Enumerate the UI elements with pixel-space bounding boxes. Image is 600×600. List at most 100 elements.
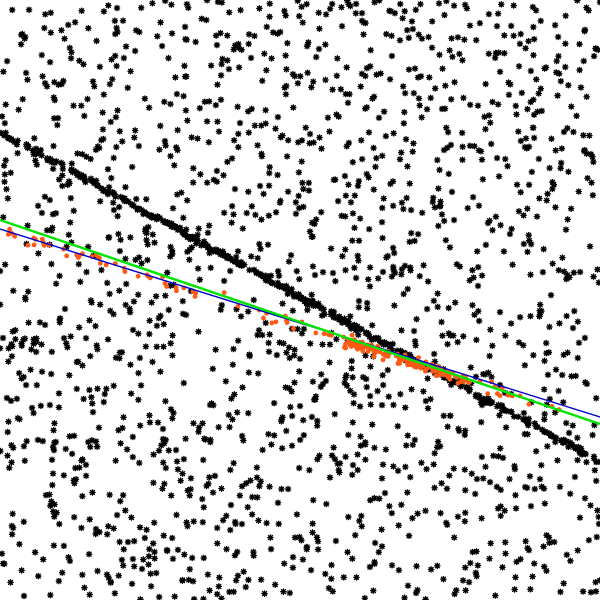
noise-point: [380, 108, 388, 115]
noise-point: [112, 457, 119, 464]
noise-point: [30, 336, 37, 343]
noise-point: [414, 510, 421, 517]
noise-point: [71, 19, 79, 26]
noise-point: [402, 463, 409, 471]
noise-point: [274, 499, 282, 507]
noise-point: [435, 185, 442, 192]
noise-point: [236, 119, 244, 127]
noise-point: [203, 0, 211, 4]
noise-point: [49, 470, 57, 477]
noise-point: [39, 73, 46, 80]
noise-point: [198, 495, 206, 503]
inlier-point: [531, 419, 539, 427]
noise-point: [228, 219, 235, 227]
noise-point: [587, 589, 595, 596]
noise-point: [366, 283, 374, 290]
noise-point: [510, 32, 517, 40]
noise-point: [46, 196, 54, 204]
noise-point: [474, 562, 482, 569]
noise-point: [378, 543, 386, 550]
noise-point: [7, 397, 15, 405]
noise-point: [66, 433, 73, 440]
noise-point: [405, 532, 413, 540]
noise-point: [165, 54, 172, 62]
noise-point: [409, 441, 417, 449]
noise-point: [476, 19, 484, 27]
inlier-point: [590, 455, 598, 462]
noise-point: [306, 140, 313, 147]
noise-point: [28, 404, 36, 412]
noise-point: [302, 124, 310, 132]
noise-point: [420, 262, 427, 269]
orange-cluster-point: [349, 332, 355, 338]
inlier-point: [421, 363, 429, 371]
noise-point: [219, 55, 226, 63]
inlier-point: [380, 341, 387, 348]
noise-point: [444, 340, 451, 348]
noise-point: [68, 450, 76, 458]
noise-point: [347, 199, 355, 206]
noise-point: [170, 281, 177, 288]
noise-point: [275, 520, 283, 528]
noise-point: [486, 555, 493, 562]
noise-point: [456, 50, 463, 58]
noise-point: [290, 104, 297, 111]
noise-point: [135, 330, 142, 337]
noise-point: [85, 550, 93, 558]
noise-point: [5, 464, 13, 472]
noise-point: [496, 412, 503, 419]
noise-point: [113, 4, 121, 12]
noise-point: [377, 70, 384, 77]
noise-point: [279, 413, 286, 421]
noise-point: [330, 444, 337, 451]
noise-point: [429, 194, 437, 202]
noise-point: [588, 179, 595, 187]
noise-point: [299, 556, 307, 563]
noise-point: [378, 218, 386, 226]
noise-point: [411, 65, 419, 72]
orange-point: [235, 303, 241, 309]
orange-cluster-point: [343, 345, 349, 351]
noise-point: [478, 401, 486, 409]
noise-point: [228, 395, 235, 402]
noise-point: [147, 570, 154, 577]
noise-point: [238, 520, 246, 528]
noise-point: [336, 469, 343, 476]
noise-point: [571, 307, 578, 315]
noise-point: [105, 2, 112, 9]
noise-point: [305, 39, 312, 46]
noise-point: [428, 44, 436, 51]
noise-point: [324, 114, 332, 122]
noise-point: [342, 374, 349, 381]
noise-point: [350, 391, 358, 398]
noise-point: [261, 590, 268, 597]
noise-point: [541, 65, 548, 72]
noise-point: [265, 182, 273, 189]
inlier-point: [540, 428, 548, 436]
noise-point: [200, 435, 208, 443]
noise-point: [104, 165, 112, 173]
noise-point: [153, 343, 161, 351]
orange-point: [135, 273, 141, 279]
noise-point: [386, 76, 394, 83]
noise-point: [255, 517, 262, 524]
noise-point: [366, 264, 374, 271]
noise-point: [118, 556, 126, 564]
noise-point: [564, 349, 571, 356]
noise-point: [203, 118, 211, 125]
noise-point: [101, 390, 109, 398]
noise-point: [462, 587, 469, 594]
inlier-point: [507, 408, 515, 416]
noise-point: [92, 530, 99, 538]
noise-point: [590, 52, 598, 60]
noise-point: [406, 180, 414, 187]
inlier-point: [388, 346, 396, 354]
noise-point: [512, 574, 519, 581]
noise-point: [88, 393, 95, 401]
noise-point: [244, 409, 252, 417]
noise-point: [146, 419, 154, 426]
inlier-point: [119, 194, 127, 202]
noise-point: [296, 402, 304, 410]
noise-point: [452, 586, 460, 594]
inlier-point: [162, 219, 170, 227]
